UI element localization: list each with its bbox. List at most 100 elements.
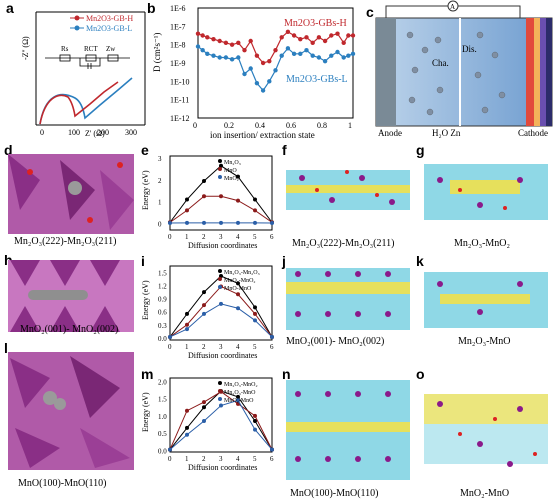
data-point [168, 334, 172, 339]
discharge-label: Dis. [462, 44, 477, 54]
legend-marker [218, 175, 222, 179]
density-j [286, 268, 410, 330]
data-point [202, 405, 206, 410]
x-tick-label: 0 [168, 455, 172, 463]
b-data-point [200, 47, 205, 53]
legend-entry: MnO₂-MnO [224, 398, 254, 404]
a-xtick-3: 300 [125, 128, 137, 137]
b-data-point [316, 55, 322, 60]
charge-label: Cha. [432, 58, 449, 68]
b-data-point [236, 40, 241, 46]
y-tick-label: 2 [158, 177, 162, 185]
b-data-point [260, 88, 266, 93]
legend-marker [218, 381, 222, 385]
x-tick-label: 5 [253, 455, 257, 463]
data-point [253, 311, 257, 316]
data-point [185, 327, 189, 332]
x-tick-label: 1 [185, 233, 189, 241]
y-tick-label: 0 [158, 220, 162, 228]
caption-l: MnO(100)-MnO(110) [18, 478, 107, 489]
panel-label-c: c [366, 4, 374, 20]
legend-h2o-zn: H₂O Zn [432, 128, 461, 138]
b-data-point [223, 40, 229, 46]
b-data-point [242, 47, 247, 53]
b-data-point [335, 31, 340, 36]
b-data-point [267, 58, 272, 64]
b-data-point [229, 42, 235, 47]
data-point [202, 194, 206, 199]
b-ylabel: D (cm²s⁻¹) [152, 33, 162, 72]
x-tick-label: 0 [168, 233, 172, 241]
b-y-tick-label: 1E-11 [170, 96, 189, 105]
b-data-point [341, 55, 346, 60]
data-point [219, 194, 223, 199]
data-point [253, 197, 257, 202]
b-y-tick-label: 1E-6 [170, 4, 186, 13]
plot-frame [169, 377, 273, 453]
b-data-point [279, 35, 284, 40]
b-data-point [273, 47, 278, 53]
x-tick-label: 5 [253, 343, 257, 351]
y-tick-label: 0.6 [158, 309, 167, 317]
x-axis-label: Diffusion coordinates [188, 463, 257, 472]
b-data-point [350, 51, 356, 57]
y-axis-label: Energy (eV) [141, 170, 150, 210]
panel-label-b: b [147, 0, 156, 16]
series-line [169, 399, 273, 450]
b-data-point [254, 53, 260, 58]
y-tick-label: 0.0 [158, 447, 167, 455]
data-point [202, 290, 206, 295]
data-point [202, 179, 206, 184]
b-data-point [304, 47, 309, 53]
b-data-point [291, 51, 297, 57]
caption-j: MnO₂(001)- MnO₂(002) [286, 336, 385, 347]
a-ylabel: -Z'' (Ω) [21, 36, 30, 60]
panel-label-e: e [141, 142, 149, 158]
circuit-rs: Rs [61, 45, 69, 53]
y-tick-label: 1.2 [158, 283, 167, 291]
b-x-tick-label: 0.4 [255, 121, 265, 130]
b-data-point [335, 49, 340, 55]
data-point [185, 197, 189, 202]
a-xtick-0: 0 [40, 128, 44, 137]
legend-marker [218, 277, 222, 281]
x-axis-label: Diffusion coordinates [188, 351, 257, 360]
legend-entry: Mn₂O₃-Mn₂O₃ [224, 270, 260, 276]
data-point [202, 303, 206, 308]
b-xlabel: ion insertion/ extraction state [210, 130, 315, 140]
a-legend-h: Mn2O3-GB-H [86, 14, 133, 23]
data-point [185, 425, 189, 430]
b-y-tick-label: 1E-7 [170, 22, 186, 31]
panel-label-n: n [282, 366, 291, 382]
data-point [253, 220, 257, 225]
b-data-point [322, 58, 328, 64]
data-point [236, 398, 240, 403]
data-point [253, 427, 257, 432]
b-data-point [200, 33, 205, 38]
data-point [236, 220, 240, 225]
b-y-tick-label: 1E-9 [170, 59, 186, 68]
data-point [219, 163, 223, 168]
b-data-point [211, 53, 216, 58]
data-point [270, 221, 274, 226]
data-point [253, 208, 257, 213]
y-tick-label: 0.5 [158, 430, 167, 438]
structure-l [8, 352, 134, 470]
b-x-tick-label: 0.8 [317, 121, 327, 130]
circuit-rct: RCT [84, 45, 98, 53]
panel-label-a: a [6, 0, 14, 16]
legend-entry: MnO [224, 168, 237, 174]
data-point [253, 419, 257, 424]
y-tick-label: 0.9 [158, 296, 167, 304]
caption-n: MnO(100)-MnO(110) [290, 488, 379, 499]
data-point [185, 220, 189, 225]
b-data-point [223, 55, 229, 60]
b-data-point [279, 53, 284, 58]
b-x-tick-label: 0.6 [286, 121, 296, 130]
series-line [169, 165, 273, 223]
legend-entry: MnO-MnO [224, 286, 252, 292]
panel-label-g: g [416, 142, 425, 158]
b-y-tick-label: 1E-10 [170, 77, 190, 86]
b-data-point [341, 40, 346, 46]
legend-marker [218, 167, 222, 171]
